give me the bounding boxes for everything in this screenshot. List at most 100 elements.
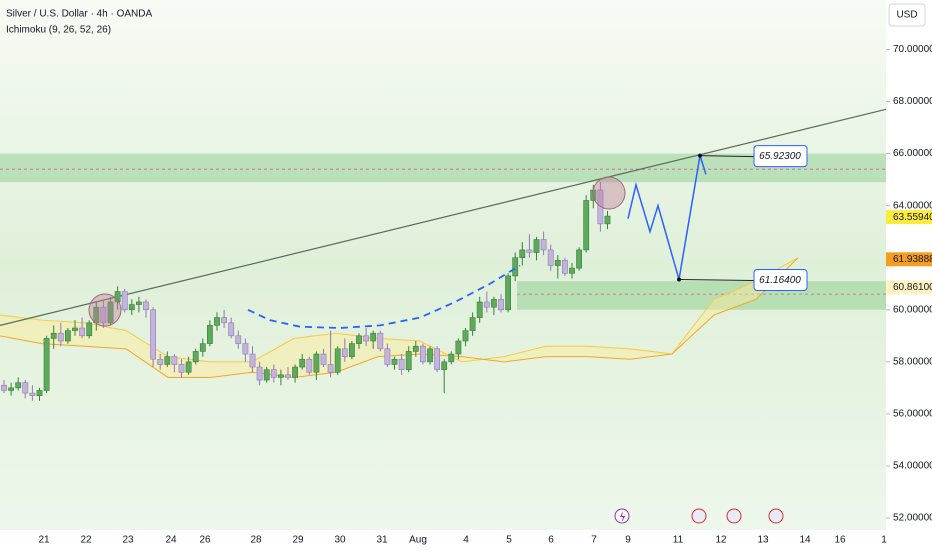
candle-body	[270, 369, 277, 378]
candle-body	[157, 358, 164, 365]
candle-body	[15, 382, 22, 389]
x-tick-label: 26	[199, 535, 211, 546]
candle-body	[427, 348, 433, 363]
y-tick-label: 54.00000	[893, 461, 932, 472]
x-tick-label: 24	[165, 535, 177, 546]
candle-body	[434, 348, 440, 370]
candle-body	[136, 301, 142, 305]
candle-body	[604, 215, 611, 225]
y-tick-label: 52.00000	[893, 513, 932, 524]
candle-body	[576, 249, 582, 269]
currency-box[interactable]	[888, 3, 926, 27]
candle-body	[1, 384, 7, 391]
candle-body	[86, 322, 93, 337]
candle-body	[498, 299, 504, 311]
candle-body	[455, 340, 462, 355]
candle-body	[398, 358, 405, 370]
candle-body	[320, 353, 327, 365]
x-tick-label: 22	[80, 535, 92, 546]
event-icon[interactable]	[726, 508, 742, 524]
price-label: 61.93888	[893, 254, 932, 265]
candle-body	[199, 343, 206, 352]
candle-body	[547, 249, 554, 266]
candle-body	[107, 301, 114, 324]
candle-body	[65, 330, 71, 342]
candle-body	[72, 327, 78, 331]
candle-body	[540, 239, 547, 251]
event-icon[interactable]	[691, 508, 707, 524]
candle-body	[583, 200, 590, 251]
candle-body	[263, 369, 270, 381]
candle-body	[462, 330, 469, 342]
price-label-box	[886, 280, 932, 295]
candle-body	[57, 332, 64, 342]
candle-body	[214, 317, 220, 326]
candle-body	[256, 366, 263, 381]
x-tick-label: 16	[834, 535, 846, 546]
cloud-span-a	[0, 257, 799, 363]
price-axis	[886, 0, 932, 550]
candle-body	[277, 374, 284, 378]
y-tick-label: 70.00000	[893, 44, 932, 55]
time-axis	[0, 530, 886, 550]
x-tick-label: 4	[463, 535, 469, 546]
annotation-label: 61.16400	[759, 275, 801, 286]
candle-body	[249, 353, 256, 368]
candle-body	[114, 291, 121, 303]
price-label-box	[886, 210, 932, 225]
candle-body	[391, 358, 398, 365]
cloud-fill	[0, 257, 798, 378]
candle-body	[341, 348, 348, 357]
ichimoku-layer	[0, 153, 886, 378]
event-icons	[614, 508, 784, 524]
candle-body	[512, 257, 519, 277]
dashed-curve	[247, 264, 521, 329]
candle-body	[79, 327, 85, 337]
candle-body	[121, 291, 128, 311]
x-tick-label: Aug	[409, 535, 427, 546]
candle-body	[242, 343, 249, 355]
candle-body	[490, 299, 497, 308]
x-tick-label: 14	[799, 535, 811, 546]
x-tick-label: 9	[625, 535, 631, 546]
candle-body	[93, 306, 100, 324]
x-tick-label: 23	[122, 535, 134, 546]
y-tick-label: 66.00000	[893, 148, 932, 159]
candle-body	[143, 301, 149, 311]
x-tick-label: 7	[591, 535, 597, 546]
x-tick-label: 28	[250, 535, 262, 546]
annotation-box	[753, 268, 808, 291]
candle-body	[306, 358, 313, 373]
candle-body	[441, 361, 448, 370]
candle-body	[235, 335, 242, 344]
candle-body	[228, 322, 235, 337]
trendline	[0, 108, 887, 326]
event-icon[interactable]	[768, 508, 784, 524]
candle-body	[334, 348, 341, 373]
annotation-box	[753, 145, 808, 168]
x-tick-label: 31	[376, 535, 388, 546]
currency-label: USD	[896, 10, 917, 21]
candle-body	[313, 353, 320, 373]
candle-body	[29, 392, 36, 396]
y-tick-label: 64.00000	[893, 200, 932, 211]
candle-body	[178, 364, 185, 373]
candle-body	[285, 374, 291, 378]
candle-body	[171, 356, 178, 365]
annotation-label: 65.92300	[759, 151, 801, 162]
chart-title: Silver / U.S. Dollar · 4h · OANDA	[6, 9, 152, 20]
candle-body	[150, 309, 156, 360]
y-tick-label: 56.00000	[893, 409, 932, 420]
candle-body	[505, 275, 511, 311]
x-tick-label: 11	[673, 535, 684, 546]
cloud-span-b	[0, 257, 799, 378]
candle-body	[299, 358, 306, 368]
candle-body	[348, 343, 355, 357]
annotation-point	[698, 153, 702, 158]
candle-body	[519, 249, 526, 259]
x-tick-label: 30	[334, 535, 346, 546]
zone	[517, 281, 886, 310]
candle-body	[569, 267, 575, 274]
